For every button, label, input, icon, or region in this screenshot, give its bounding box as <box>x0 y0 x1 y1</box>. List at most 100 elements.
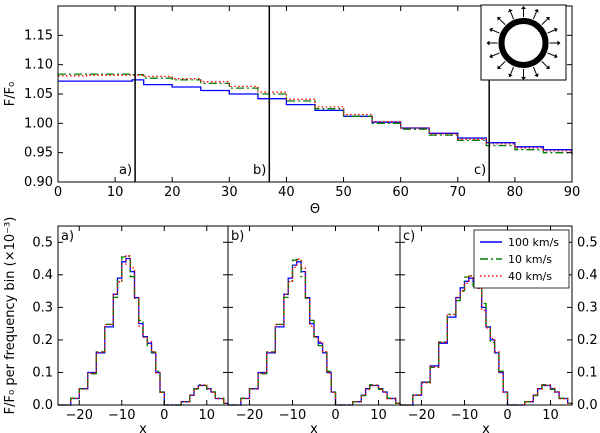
bottom-y-tick-right-label-2-0: 0.0 <box>577 398 598 413</box>
legend-label-0: 100 km/s <box>508 236 559 249</box>
inset-arrowhead-7 <box>489 53 494 59</box>
inset-ring <box>498 18 549 68</box>
inset-arrowhead-6 <box>497 65 502 70</box>
bottom-x-tick-label-2-0: −20 <box>408 408 435 423</box>
legend: 100 km/s 10 km/s 40 km/s <box>473 229 570 289</box>
bottom-x-tick-label-1-1: −10 <box>279 408 306 423</box>
top-y-tick-label-3: 1.05 <box>24 87 53 102</box>
bottom-x-tick-label-0-1: −10 <box>108 408 135 423</box>
bottom-series-line-0-2 <box>58 255 229 406</box>
bottom-y-tick-label-0-5: 0.5 <box>32 235 53 250</box>
bottom-y-tick-right-label-2-5: 0.5 <box>577 235 598 250</box>
bottom-y-tick-label-0-0: 0.0 <box>32 398 53 413</box>
marker-label-1: b) <box>253 163 266 178</box>
top-x-tick-label-5: 50 <box>335 185 352 200</box>
inset-arrowhead-9 <box>489 27 494 33</box>
bottom-x-tick-label-0-0: −20 <box>66 408 93 423</box>
bottom-x-tick-label-0-3: 10 <box>198 408 215 423</box>
bottom-y-tick-label-0-4: 0.4 <box>32 268 53 283</box>
legend-frame <box>473 229 570 289</box>
bottom-panel: −20 −10 0 10 0.0 0.1 0.2 0.3 0.4 0.5 a) x −20 −10 0 10 b… <box>3 217 598 433</box>
top-x-tick-label-1: 10 <box>107 185 124 200</box>
legend-label-1: 10 km/s <box>508 253 552 266</box>
inset-arrowhead-5 <box>508 73 513 78</box>
marker-label-0: a) <box>119 163 132 178</box>
inset-ray-3 <box>532 66 537 75</box>
top-x-tick-label-3: 30 <box>221 185 238 200</box>
inset-arrowhead-12 <box>521 6 526 9</box>
inset-ray-11 <box>510 11 515 20</box>
bottom-y-tick-label-0-2: 0.2 <box>32 333 53 348</box>
marker-label-2: c) <box>474 163 486 178</box>
inset-arrowhead-11 <box>508 8 513 13</box>
top-x-tick-label-4: 40 <box>278 185 295 200</box>
inset-arrowhead-10 <box>497 16 502 21</box>
inset-arrowhead-14 <box>545 16 550 21</box>
bottom-panel-label-2: c) <box>403 229 415 244</box>
bottom-panel-label-1: b) <box>231 229 244 244</box>
bottom-y-tick-right-label-2-2: 0.2 <box>577 333 598 348</box>
top-x-tick-label-6: 60 <box>392 185 409 200</box>
bottom-subplot-1: −20 −10 0 10 b) x <box>227 225 401 433</box>
top-series-line-2 <box>58 74 573 154</box>
inset-arrowhead-8 <box>486 40 490 46</box>
inset-ray-7 <box>491 52 500 57</box>
top-y-tick-label-5: 1.15 <box>24 28 53 43</box>
inset-ray-14 <box>541 18 548 25</box>
bottom-x-axis-label-0: x <box>139 422 147 433</box>
inset-arrowhead-13 <box>534 8 539 13</box>
inset-arrowhead-2 <box>545 65 550 70</box>
bottom-y-tick-label-0-1: 0.1 <box>32 365 53 380</box>
inset-ray-13 <box>532 11 537 20</box>
top-y-axis-label: F/F₀ <box>3 82 18 107</box>
bottom-panel-label-0: a) <box>61 229 74 244</box>
bottom-x-tick-label-2-1: −10 <box>451 408 478 423</box>
bottom-series-line-2-2 <box>400 274 573 406</box>
bottom-series-line-1-2 <box>228 258 401 406</box>
bottom-subplot-0: −20 −10 0 10 0.0 0.1 0.2 0.3 0.4 0.5 a) x <box>32 225 229 433</box>
top-y-tick-label-2: 1.00 <box>24 116 53 131</box>
legend-label-2: 40 km/s <box>508 270 552 283</box>
top-series-line-1 <box>58 73 573 155</box>
bottom-y-axis-label: F/F₀ per frequency bin (×10⁻³) <box>3 217 18 415</box>
inset-ray-15 <box>547 29 556 34</box>
bottom-plot-frame-0 <box>57 225 229 406</box>
bottom-x-tick-label-1-2: 0 <box>331 408 339 423</box>
top-x-tick-label-0: 0 <box>54 185 62 200</box>
inset-arrowhead-1 <box>553 53 558 59</box>
inset-ray-6 <box>499 61 506 68</box>
bottom-x-axis-label-2: x <box>482 422 490 433</box>
inset-ray-10 <box>499 18 506 25</box>
bottom-y-tick-label-0-3: 0.3 <box>32 300 53 315</box>
inset-ray-5 <box>510 66 515 75</box>
bottom-plot-frame-2 <box>399 225 573 406</box>
inset-ray-1 <box>547 52 556 57</box>
top-x-axis-label: Θ <box>310 202 320 217</box>
bottom-x-tick-label-0-2: 0 <box>160 408 168 423</box>
bottom-y-tick-right-label-2-4: 0.4 <box>577 268 598 283</box>
inset-ray-2 <box>541 61 548 68</box>
inset-arrowhead-3 <box>534 73 539 78</box>
top-x-tick-label-2: 20 <box>164 185 181 200</box>
top-x-tick-label-9: 90 <box>564 185 581 200</box>
top-y-tick-label-1: 0.95 <box>24 146 53 161</box>
bottom-x-tick-label-1-0: −20 <box>236 408 263 423</box>
inset-arrowhead-15 <box>553 27 558 33</box>
top-panel: a) b) c) 0 10 20 30 40 50 60 70 80 90 0.90 0.95 1.00 1.0… <box>3 4 581 217</box>
top-y-tick-label-4: 1.10 <box>24 58 53 73</box>
bottom-x-tick-label-2-3: 10 <box>542 408 559 423</box>
bottom-x-axis-label-1: x <box>310 422 318 433</box>
top-x-tick-label-8: 80 <box>507 185 524 200</box>
inset-ray-9 <box>491 29 500 34</box>
inset-arrowhead-4 <box>521 77 526 80</box>
inset-star-diagram <box>480 4 567 81</box>
bottom-subplot-2: −20 −10 0 10 0.0 0.1 0.2 0.3 0.4 0.5 c) x <box>399 225 598 433</box>
top-x-tick-label-7: 70 <box>450 185 467 200</box>
top-y-tick-label-0: 0.90 <box>24 175 53 190</box>
bottom-x-tick-label-1-3: 10 <box>370 408 387 423</box>
inset-arrowhead-0 <box>557 40 561 46</box>
bottom-y-tick-right-label-2-1: 0.1 <box>577 365 598 380</box>
bottom-plot-frame-1 <box>227 225 401 406</box>
bottom-y-tick-right-label-2-3: 0.3 <box>577 300 598 315</box>
